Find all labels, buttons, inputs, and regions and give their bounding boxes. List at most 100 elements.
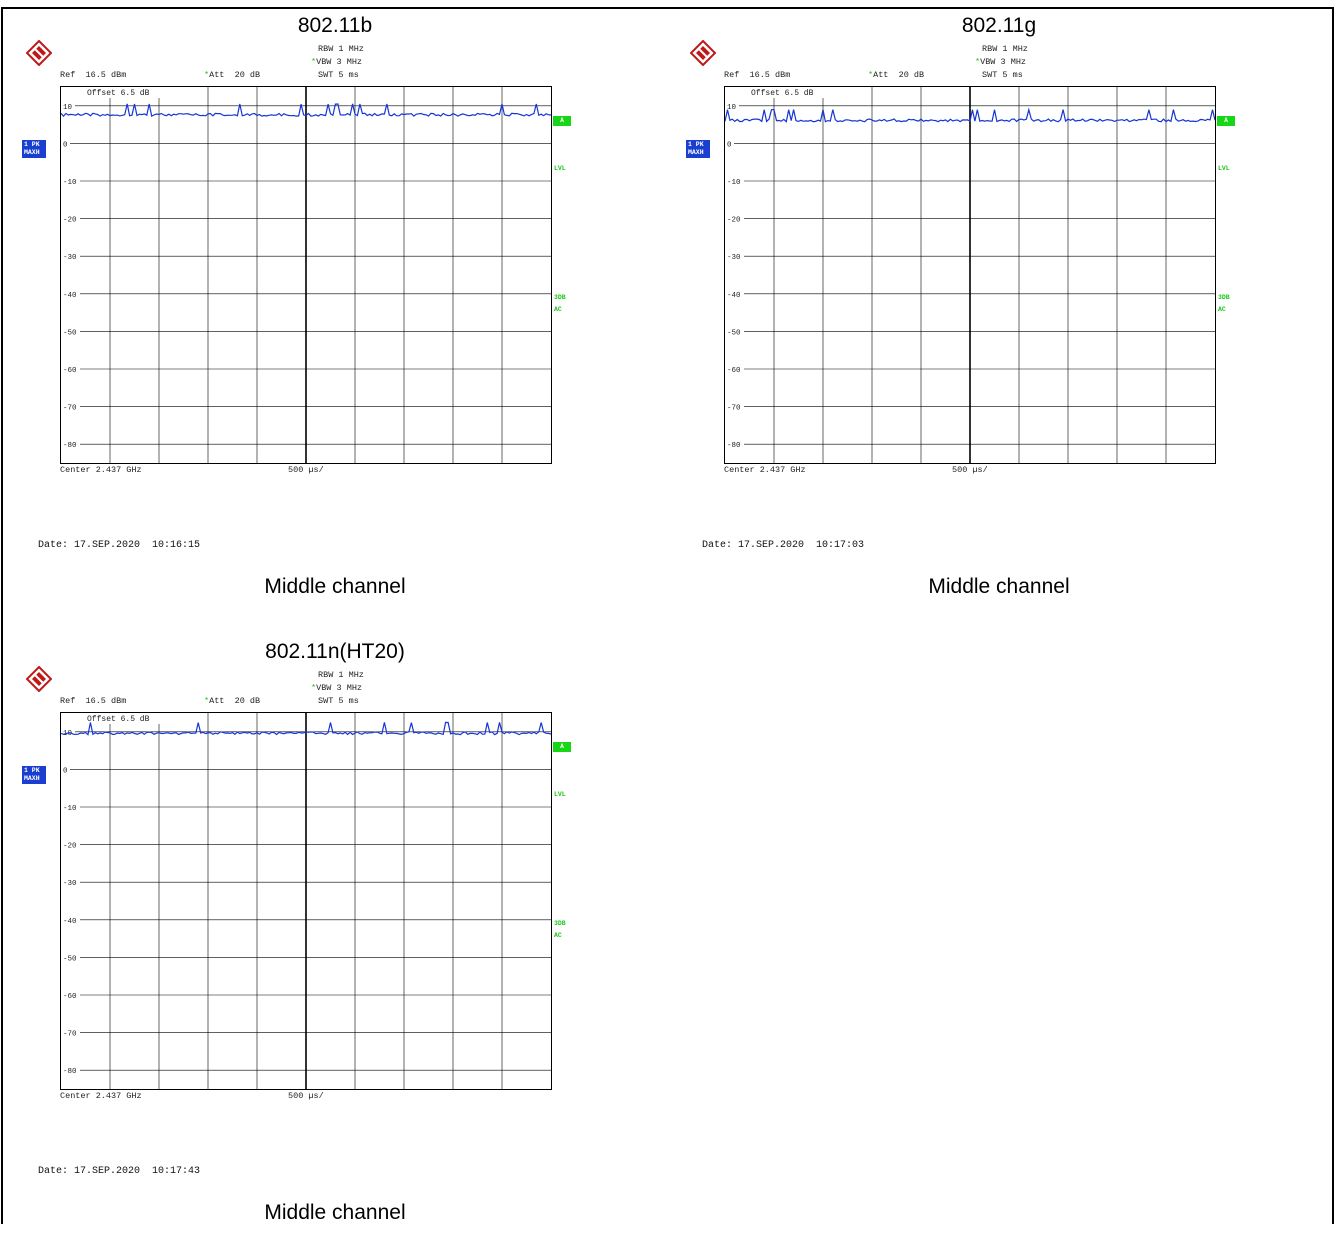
- y-tick-label: -20: [63, 843, 77, 851]
- trace-line: [61, 103, 551, 117]
- marker-a-indicator: A: [553, 116, 571, 126]
- y-tick-bg: [61, 100, 75, 110]
- y-tick-label: -60: [63, 993, 77, 1001]
- time-per-division: 500 µs/: [288, 1091, 324, 1101]
- lvl-indicator: LVL: [554, 165, 566, 172]
- ac-coupling-indicator: AC: [1218, 306, 1226, 313]
- y-tick-bg: [61, 726, 75, 736]
- y-tick-label: -30: [63, 880, 77, 888]
- panel-caption: Middle channel: [264, 1201, 406, 1224]
- ref-level: Ref 16.5 dBm: [60, 70, 127, 80]
- center-frequency: Center 2.437 GHz: [60, 465, 142, 475]
- y-tick-bg: [61, 914, 80, 924]
- y-tick-label: -40: [63, 918, 77, 926]
- y-tick-bg: [61, 138, 70, 148]
- y-tick-label: -80: [727, 442, 741, 450]
- rbw-label: RBW 1 MHz: [982, 44, 1028, 54]
- y-tick-label: -40: [63, 292, 77, 300]
- swt-label: SWT 5 ms: [318, 70, 359, 80]
- offset-bg: [747, 87, 845, 98]
- att-star: *: [868, 70, 874, 80]
- y-tick-label: -80: [63, 1068, 77, 1076]
- y-tick-bg: [61, 990, 80, 999]
- y-tick-label: -70: [63, 405, 77, 413]
- y-tick-label: -10: [63, 805, 77, 813]
- vbw-row: *VBW 3 MHz: [975, 57, 1026, 67]
- att-label: Att 20 dB: [209, 696, 261, 706]
- center-frequency: Center 2.437 GHz: [60, 1091, 142, 1101]
- plot-area: 10 0 -10 -20 -30 -40 -50 -60 -70 -80 Offset 6.5 dB: [60, 712, 552, 1090]
- offset-bg: [83, 87, 181, 98]
- y-tick-bg: [61, 952, 80, 962]
- y-tick-label: -30: [727, 254, 741, 262]
- plot-svg: 10 0 -10 -20 -30 -40 -50 -60 -70 -80 Offset 6.5 dB: [61, 713, 551, 1089]
- rohde-schwarz-logo-icon: [690, 40, 716, 66]
- trace-line: [61, 721, 551, 736]
- offset-label: Offset 6.5 dB: [87, 715, 150, 724]
- att-row: *Att 20 dB: [204, 70, 260, 80]
- y-tick-bg: [61, 213, 80, 223]
- y-tick-label: -60: [727, 367, 741, 375]
- y-tick-bg: [725, 138, 734, 148]
- trigger-3db-indicator: 3DB: [1218, 294, 1230, 301]
- y-tick-bg: [61, 439, 80, 449]
- y-tick-bg: [725, 176, 744, 185]
- trace-badge: 1 PK MAXH: [22, 766, 46, 784]
- vbw-label: VBW 3 MHz: [316, 57, 363, 67]
- panel-80211b: 802.11b RBW 1 MHz *VBW 3 MHz Ref 16.5 dBm *A…: [20, 14, 620, 614]
- y-tick-label: -30: [63, 254, 77, 262]
- y-tick-bg: [61, 401, 80, 411]
- y-tick-bg: [725, 213, 744, 223]
- y-tick-label: -10: [727, 179, 741, 187]
- trace-badge: 1 PK MAXH: [22, 140, 46, 158]
- y-tick-label: -80: [63, 442, 77, 450]
- y-tick-bg: [61, 839, 80, 849]
- time-per-division: 500 µs/: [952, 465, 988, 475]
- ac-coupling-indicator: AC: [554, 932, 562, 939]
- swt-label: SWT 5 ms: [982, 70, 1023, 80]
- panel-caption: Middle channel: [928, 575, 1070, 598]
- y-tick-label: -50: [727, 329, 741, 337]
- trace-badge-mode: 1 PK: [24, 141, 40, 148]
- trace-badge-mode: 1 PK: [24, 767, 40, 774]
- y-tick-label: 10: [63, 104, 73, 112]
- att-star: *: [204, 696, 210, 706]
- lvl-indicator: LVL: [554, 791, 566, 798]
- vbw-label: VBW 3 MHz: [316, 683, 363, 693]
- lvl-indicator: LVL: [1218, 165, 1230, 172]
- swt-label: SWT 5 ms: [318, 696, 359, 706]
- ref-level: Ref 16.5 dBm: [724, 70, 791, 80]
- panel-80211n: 802.11n(HT20) RBW 1 MHz *VBW 3 MHz Ref 16.5…: [20, 640, 620, 1240]
- y-tick-bg: [61, 326, 80, 336]
- y-tick-bg: [725, 100, 739, 110]
- plot-svg: 10 0 -10 -20 -30 -40 -50 -60 -70 -80 Offset 6.5 dB: [725, 87, 1215, 463]
- trace-badge-mode: 1 PK: [688, 141, 704, 148]
- trace-line: [725, 107, 1215, 123]
- ref-level: Ref 16.5 dBm: [60, 696, 127, 706]
- vbw-label: VBW 3 MHz: [980, 57, 1027, 67]
- y-tick-bg: [725, 439, 744, 449]
- vbw-row: *VBW 3 MHz: [311, 57, 362, 67]
- capture-date: Date: 17.SEP.2020 10:17:03: [702, 540, 865, 551]
- att-row: *Att 20 dB: [204, 696, 260, 706]
- capture-date: Date: 17.SEP.2020 10:17:43: [38, 1166, 201, 1177]
- trigger-3db-indicator: 3DB: [554, 294, 566, 301]
- panel-80211g: 802.11g RBW 1 MHz *VBW 3 MHz Ref 16.5 dBm *A…: [684, 14, 1284, 614]
- y-tick-label: 0: [63, 141, 68, 149]
- y-tick-bg: [61, 1027, 80, 1037]
- y-tick-label: 10: [63, 730, 73, 738]
- time-per-division: 500 µs/: [288, 465, 324, 475]
- vbw-star: *: [311, 683, 317, 693]
- y-tick-bg: [725, 288, 744, 298]
- plot-svg: 10 0 -10 -20 -30 -40 -50 -60 -70 -80 Offset 6.5 dB: [61, 87, 551, 463]
- vbw-star: *: [311, 57, 317, 67]
- y-tick-label: -70: [63, 1031, 77, 1039]
- panel-caption: Middle channel: [264, 575, 406, 598]
- y-tick-label: 0: [727, 141, 732, 149]
- trace-badge: 1 PK MAXH: [686, 140, 710, 158]
- y-tick-bg: [61, 176, 80, 185]
- plot-area: 10 0 -10 -20 -30 -40 -50 -60 -70 -80 Offset 6.5 dB: [60, 86, 552, 464]
- offset-bg: [83, 713, 181, 724]
- chart-title: 802.11n(HT20): [265, 640, 405, 663]
- rbw-label: RBW 1 MHz: [318, 44, 364, 54]
